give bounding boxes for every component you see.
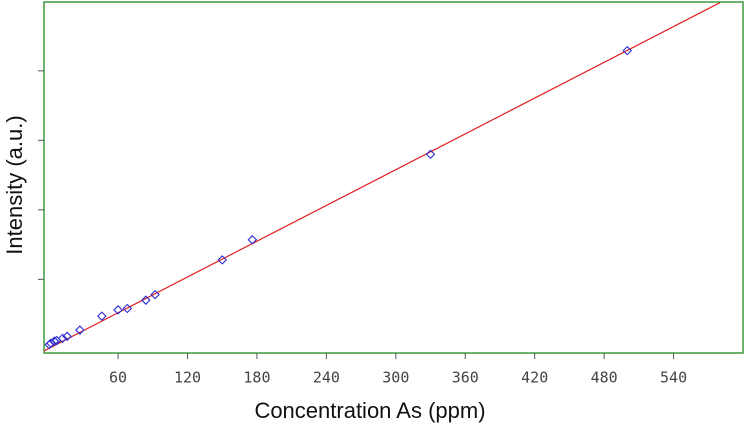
data-point — [122, 303, 133, 314]
fit-line — [43, 2, 721, 352]
data-point — [97, 311, 107, 321]
plot-frame — [43, 1, 744, 354]
data-point — [62, 331, 72, 342]
data-point — [51, 335, 62, 346]
x-tick-label: 480 — [591, 369, 618, 387]
x-tick-label: 120 — [174, 369, 201, 387]
data-point — [217, 255, 227, 265]
data-point — [150, 289, 160, 300]
data-point — [141, 295, 151, 305]
x-tick-label: 360 — [452, 369, 479, 387]
data-point — [44, 339, 54, 350]
data-point — [57, 333, 68, 344]
x-axis-title: Concentration As (ppm) — [254, 398, 485, 423]
x-tick-label: 240 — [313, 369, 340, 387]
data-point — [425, 149, 436, 159]
data-point — [75, 325, 85, 335]
y-axis-title: Intensity (a.u.) — [2, 115, 27, 254]
data-point — [113, 305, 123, 315]
x-tick-label: 180 — [243, 369, 270, 387]
x-tick-label: 420 — [521, 369, 548, 387]
x-tick-label: 540 — [660, 369, 687, 387]
data-point — [247, 234, 258, 245]
data-point — [622, 45, 633, 56]
x-tick-label: 300 — [382, 369, 409, 387]
x-tick-label: 60 — [109, 369, 127, 387]
